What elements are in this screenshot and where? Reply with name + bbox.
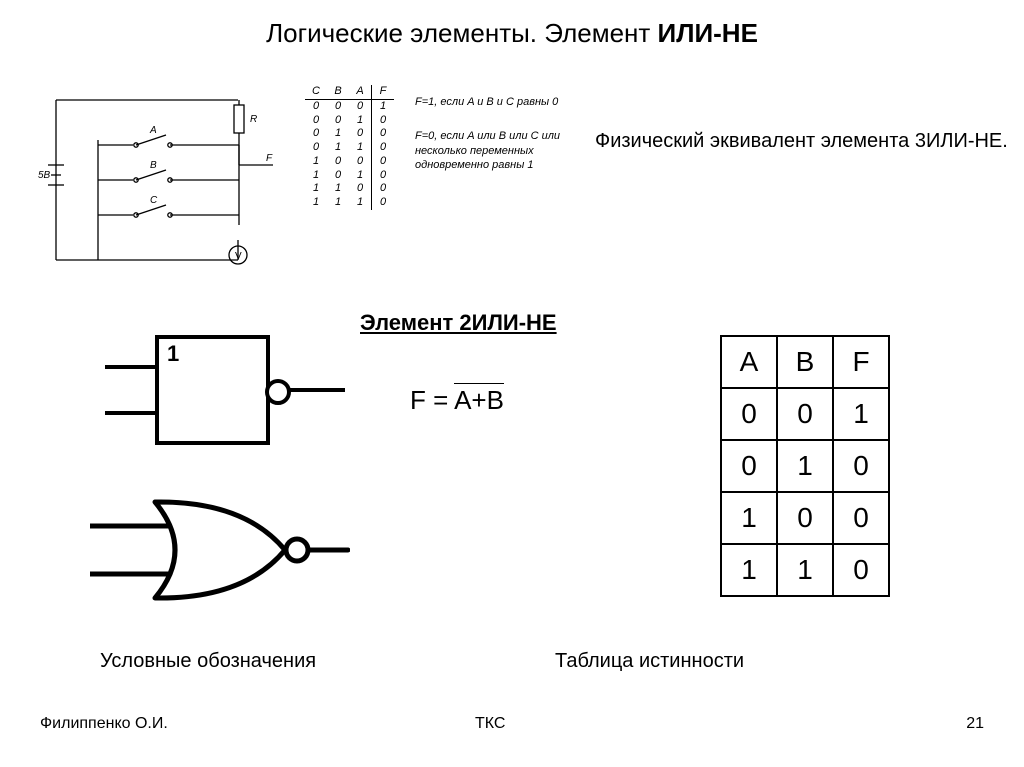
small-tt-cell: 0 <box>349 155 372 169</box>
small-tt-h3: F <box>372 85 395 99</box>
gate-inversion-bubble <box>265 379 291 405</box>
small-tt-cell: 1 <box>349 114 372 128</box>
small-tt-cell: 0 <box>305 127 327 141</box>
small-tt-cell: 0 <box>349 127 372 141</box>
footer-author: Филиппенко О.И. <box>40 715 168 733</box>
small-tt-cell: 0 <box>327 99 349 113</box>
tt-cell: 0 <box>721 388 777 440</box>
circuit-diagram: 5В R A B C F V <box>38 85 278 280</box>
small-tt-cell: 0 <box>305 99 327 113</box>
footer-center: ТКС <box>475 715 505 733</box>
small-truth-table: C B A F 00010010010001101000101011001110 <box>305 85 394 210</box>
small-tt-cell: 0 <box>372 127 395 141</box>
resistor-label: R <box>250 114 257 125</box>
tt-cell: 1 <box>833 388 889 440</box>
small-tt-cell: 0 <box>372 169 395 183</box>
small-tt-cell: 0 <box>305 141 327 155</box>
small-tt-cell: 1 <box>327 182 349 196</box>
footer-page-number: 21 <box>966 715 984 733</box>
small-tt-cell: 0 <box>349 182 372 196</box>
gate-input-2 <box>105 411 155 415</box>
small-tt-cell: 0 <box>305 114 327 128</box>
small-tt-cell: 1 <box>305 196 327 210</box>
tt-cell: 1 <box>721 492 777 544</box>
small-tt-cell: 0 <box>372 114 395 128</box>
tt-header-F: F <box>833 336 889 388</box>
small-tt-cell: 1 <box>327 196 349 210</box>
output-f-label: F <box>266 153 273 164</box>
small-tt-cell: 0 <box>372 155 395 169</box>
tt-cell: 0 <box>833 544 889 596</box>
small-tt-cell: 1 <box>305 182 327 196</box>
small-tt-cell: 1 <box>327 127 349 141</box>
small-tt-cell: 0 <box>327 169 349 183</box>
switch-b-label: B <box>150 160 157 171</box>
formula-lhs: F = <box>410 385 454 415</box>
meter-label: V <box>235 251 242 262</box>
small-tt-note1: F=1, если A и B и C равны 0 <box>415 95 565 109</box>
small-tt-note2: F=0, если A или B или C или несколько пе… <box>415 129 565 172</box>
small-tt-cell: 1 <box>305 169 327 183</box>
small-tt-cell: 0 <box>372 196 395 210</box>
switch-c-label: C <box>150 195 158 206</box>
small-tt-cell: 1 <box>349 141 372 155</box>
gate-input-1 <box>105 365 155 369</box>
tt-header-A: A <box>721 336 777 388</box>
small-tt-cell: 1 <box>349 169 372 183</box>
section-title: Элемент 2ИЛИ-НЕ <box>360 310 557 336</box>
gate-label: 1 <box>167 341 179 367</box>
slide: Логические элементы. Элемент ИЛИ-НЕ <box>0 0 1024 767</box>
caption-symbols: Условные обозначения <box>100 650 316 673</box>
tt-cell: 1 <box>777 544 833 596</box>
formula-rhs: A+B <box>454 383 504 415</box>
tt-cell: 1 <box>777 440 833 492</box>
small-tt-cell: 0 <box>372 141 395 155</box>
tt-cell: 0 <box>833 492 889 544</box>
tt-cell: 1 <box>721 544 777 596</box>
small-tt-h2: A <box>349 85 372 99</box>
switch-a-label: A <box>149 125 157 136</box>
small-tt-h1: B <box>327 85 349 99</box>
title-prefix: Логические элементы. Элемент <box>266 18 657 48</box>
small-tt-cell: 1 <box>305 155 327 169</box>
title-bold: ИЛИ-НЕ <box>658 18 758 48</box>
tt-cell: 0 <box>777 388 833 440</box>
gate-output <box>290 388 345 392</box>
small-tt-cell: 0 <box>349 99 372 113</box>
tt-cell: 0 <box>833 440 889 492</box>
tt-header-B: B <box>777 336 833 388</box>
ansi-nor-gate <box>90 490 350 610</box>
tt-cell: 0 <box>777 492 833 544</box>
tt-cell: 0 <box>721 440 777 492</box>
truth-table: A B F 001010100110 <box>720 335 890 597</box>
small-tt-cell: 0 <box>372 182 395 196</box>
small-tt-cell: 1 <box>372 99 395 113</box>
caption-truth-table: Таблица истинности <box>555 650 744 673</box>
voltage-label: 5В <box>38 170 51 181</box>
small-tt-cell: 1 <box>327 141 349 155</box>
page-title: Логические элементы. Элемент ИЛИ-НЕ <box>0 18 1024 49</box>
small-tt-h0: C <box>305 85 327 99</box>
small-tt-cell: 0 <box>327 114 349 128</box>
formula: F = A+B <box>410 385 504 416</box>
small-truth-table-notes: F=1, если A и B и C равны 0 F=0, если A … <box>415 95 565 172</box>
small-tt-cell: 0 <box>327 155 349 169</box>
small-tt-cell: 1 <box>349 196 372 210</box>
physical-equivalent-text: Физический эквивалент элемента 3ИЛИ-НЕ. <box>595 128 1008 155</box>
